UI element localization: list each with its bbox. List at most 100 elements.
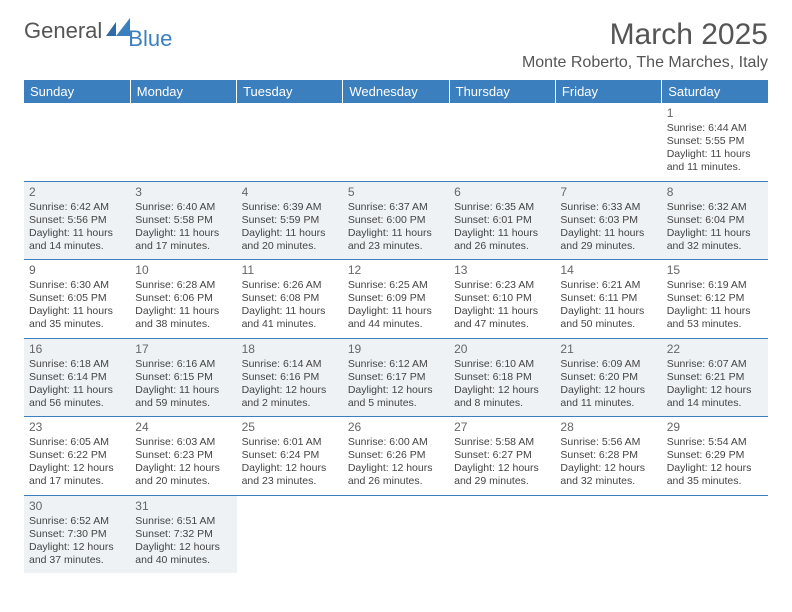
daylight-line: and 35 minutes. — [667, 475, 763, 488]
daylight-line: and 2 minutes. — [242, 397, 338, 410]
calendar-day-cell: 30Sunrise: 6:52 AMSunset: 7:30 PMDayligh… — [24, 495, 130, 573]
daylight-line: Daylight: 11 hours — [560, 227, 656, 240]
day-number: 20 — [454, 342, 550, 357]
calendar-empty-cell — [449, 103, 555, 181]
daylight-line: Daylight: 11 hours — [348, 227, 444, 240]
sunset-line: Sunset: 6:21 PM — [667, 371, 763, 384]
weekday-header: Friday — [555, 80, 661, 103]
sunrise-line: Sunrise: 6:37 AM — [348, 201, 444, 214]
sunrise-line: Sunrise: 6:09 AM — [560, 358, 656, 371]
sunset-line: Sunset: 6:09 PM — [348, 292, 444, 305]
sunset-line: Sunset: 6:23 PM — [135, 449, 231, 462]
calendar-day-cell: 7Sunrise: 6:33 AMSunset: 6:03 PMDaylight… — [555, 181, 661, 260]
weekday-header: Sunday — [24, 80, 130, 103]
sunset-line: Sunset: 6:05 PM — [29, 292, 125, 305]
day-number: 8 — [667, 185, 763, 200]
sunrise-line: Sunrise: 6:21 AM — [560, 279, 656, 292]
daylight-line: Daylight: 12 hours — [667, 462, 763, 475]
daylight-line: and 41 minutes. — [242, 318, 338, 331]
daylight-line: Daylight: 12 hours — [242, 462, 338, 475]
sunrise-line: Sunrise: 6:32 AM — [667, 201, 763, 214]
daylight-line: Daylight: 11 hours — [560, 305, 656, 318]
day-number: 19 — [348, 342, 444, 357]
daylight-line: Daylight: 12 hours — [454, 462, 550, 475]
daylight-line: and 5 minutes. — [348, 397, 444, 410]
calendar-body: 1Sunrise: 6:44 AMSunset: 5:55 PMDaylight… — [24, 103, 768, 573]
daylight-line: Daylight: 12 hours — [29, 462, 125, 475]
daylight-line: and 17 minutes. — [135, 240, 231, 253]
daylight-line: Daylight: 11 hours — [29, 305, 125, 318]
calendar-day-cell: 26Sunrise: 6:00 AMSunset: 6:26 PMDayligh… — [343, 417, 449, 496]
calendar-day-cell: 13Sunrise: 6:23 AMSunset: 6:10 PMDayligh… — [449, 260, 555, 339]
calendar-empty-cell — [237, 495, 343, 573]
daylight-line: and 40 minutes. — [135, 554, 231, 567]
sunrise-line: Sunrise: 5:56 AM — [560, 436, 656, 449]
day-number: 4 — [242, 185, 338, 200]
page-title: March 2025 — [522, 18, 768, 52]
daylight-line: Daylight: 11 hours — [135, 227, 231, 240]
day-number: 22 — [667, 342, 763, 357]
day-number: 23 — [29, 420, 125, 435]
daylight-line: Daylight: 11 hours — [454, 305, 550, 318]
calendar-week-row: 1Sunrise: 6:44 AMSunset: 5:55 PMDaylight… — [24, 103, 768, 181]
weekday-header: Thursday — [449, 80, 555, 103]
calendar-day-cell: 18Sunrise: 6:14 AMSunset: 6:16 PMDayligh… — [237, 338, 343, 417]
calendar-day-cell: 27Sunrise: 5:58 AMSunset: 6:27 PMDayligh… — [449, 417, 555, 496]
sunset-line: Sunset: 6:10 PM — [454, 292, 550, 305]
day-number: 7 — [560, 185, 656, 200]
calendar-week-row: 9Sunrise: 6:30 AMSunset: 6:05 PMDaylight… — [24, 260, 768, 339]
sunset-line: Sunset: 7:32 PM — [135, 528, 231, 541]
sunrise-line: Sunrise: 6:03 AM — [135, 436, 231, 449]
logo: General Blue — [24, 18, 178, 44]
day-number: 16 — [29, 342, 125, 357]
day-number: 6 — [454, 185, 550, 200]
daylight-line: and 35 minutes. — [29, 318, 125, 331]
sunset-line: Sunset: 6:14 PM — [29, 371, 125, 384]
sunset-line: Sunset: 5:55 PM — [667, 135, 763, 148]
sunrise-line: Sunrise: 6:12 AM — [348, 358, 444, 371]
day-number: 30 — [29, 499, 125, 514]
sunrise-line: Sunrise: 6:18 AM — [29, 358, 125, 371]
sunrise-line: Sunrise: 6:51 AM — [135, 515, 231, 528]
daylight-line: and 47 minutes. — [454, 318, 550, 331]
daylight-line: Daylight: 12 hours — [135, 541, 231, 554]
daylight-line: Daylight: 11 hours — [667, 227, 763, 240]
calendar-empty-cell — [343, 103, 449, 181]
day-number: 24 — [135, 420, 231, 435]
sunset-line: Sunset: 6:12 PM — [667, 292, 763, 305]
sunrise-line: Sunrise: 6:44 AM — [667, 122, 763, 135]
sunset-line: Sunset: 6:20 PM — [560, 371, 656, 384]
calendar-week-row: 30Sunrise: 6:52 AMSunset: 7:30 PMDayligh… — [24, 495, 768, 573]
calendar-empty-cell — [24, 103, 130, 181]
sunrise-line: Sunrise: 6:30 AM — [29, 279, 125, 292]
day-number: 2 — [29, 185, 125, 200]
sunrise-line: Sunrise: 6:35 AM — [454, 201, 550, 214]
sunrise-line: Sunrise: 5:54 AM — [667, 436, 763, 449]
daylight-line: and 32 minutes. — [560, 475, 656, 488]
sunrise-line: Sunrise: 6:39 AM — [242, 201, 338, 214]
sunrise-line: Sunrise: 6:16 AM — [135, 358, 231, 371]
calendar-day-cell: 12Sunrise: 6:25 AMSunset: 6:09 PMDayligh… — [343, 260, 449, 339]
daylight-line: and 32 minutes. — [667, 240, 763, 253]
sunrise-line: Sunrise: 6:42 AM — [29, 201, 125, 214]
daylight-line: Daylight: 12 hours — [667, 384, 763, 397]
sunrise-line: Sunrise: 6:19 AM — [667, 279, 763, 292]
weekday-header: Wednesday — [343, 80, 449, 103]
calendar-day-cell: 5Sunrise: 6:37 AMSunset: 6:00 PMDaylight… — [343, 181, 449, 260]
daylight-line: and 29 minutes. — [560, 240, 656, 253]
day-number: 28 — [560, 420, 656, 435]
sunrise-line: Sunrise: 6:25 AM — [348, 279, 444, 292]
sunrise-line: Sunrise: 6:23 AM — [454, 279, 550, 292]
daylight-line: Daylight: 12 hours — [560, 462, 656, 475]
day-number: 27 — [454, 420, 550, 435]
calendar-day-cell: 1Sunrise: 6:44 AMSunset: 5:55 PMDaylight… — [662, 103, 768, 181]
daylight-line: and 11 minutes. — [560, 397, 656, 410]
daylight-line: and 56 minutes. — [29, 397, 125, 410]
sunset-line: Sunset: 6:29 PM — [667, 449, 763, 462]
sunset-line: Sunset: 6:04 PM — [667, 214, 763, 227]
calendar-day-cell: 31Sunrise: 6:51 AMSunset: 7:32 PMDayligh… — [130, 495, 236, 573]
calendar-day-cell: 29Sunrise: 5:54 AMSunset: 6:29 PMDayligh… — [662, 417, 768, 496]
daylight-line: Daylight: 11 hours — [242, 227, 338, 240]
calendar-day-cell: 23Sunrise: 6:05 AMSunset: 6:22 PMDayligh… — [24, 417, 130, 496]
calendar-empty-cell — [343, 495, 449, 573]
